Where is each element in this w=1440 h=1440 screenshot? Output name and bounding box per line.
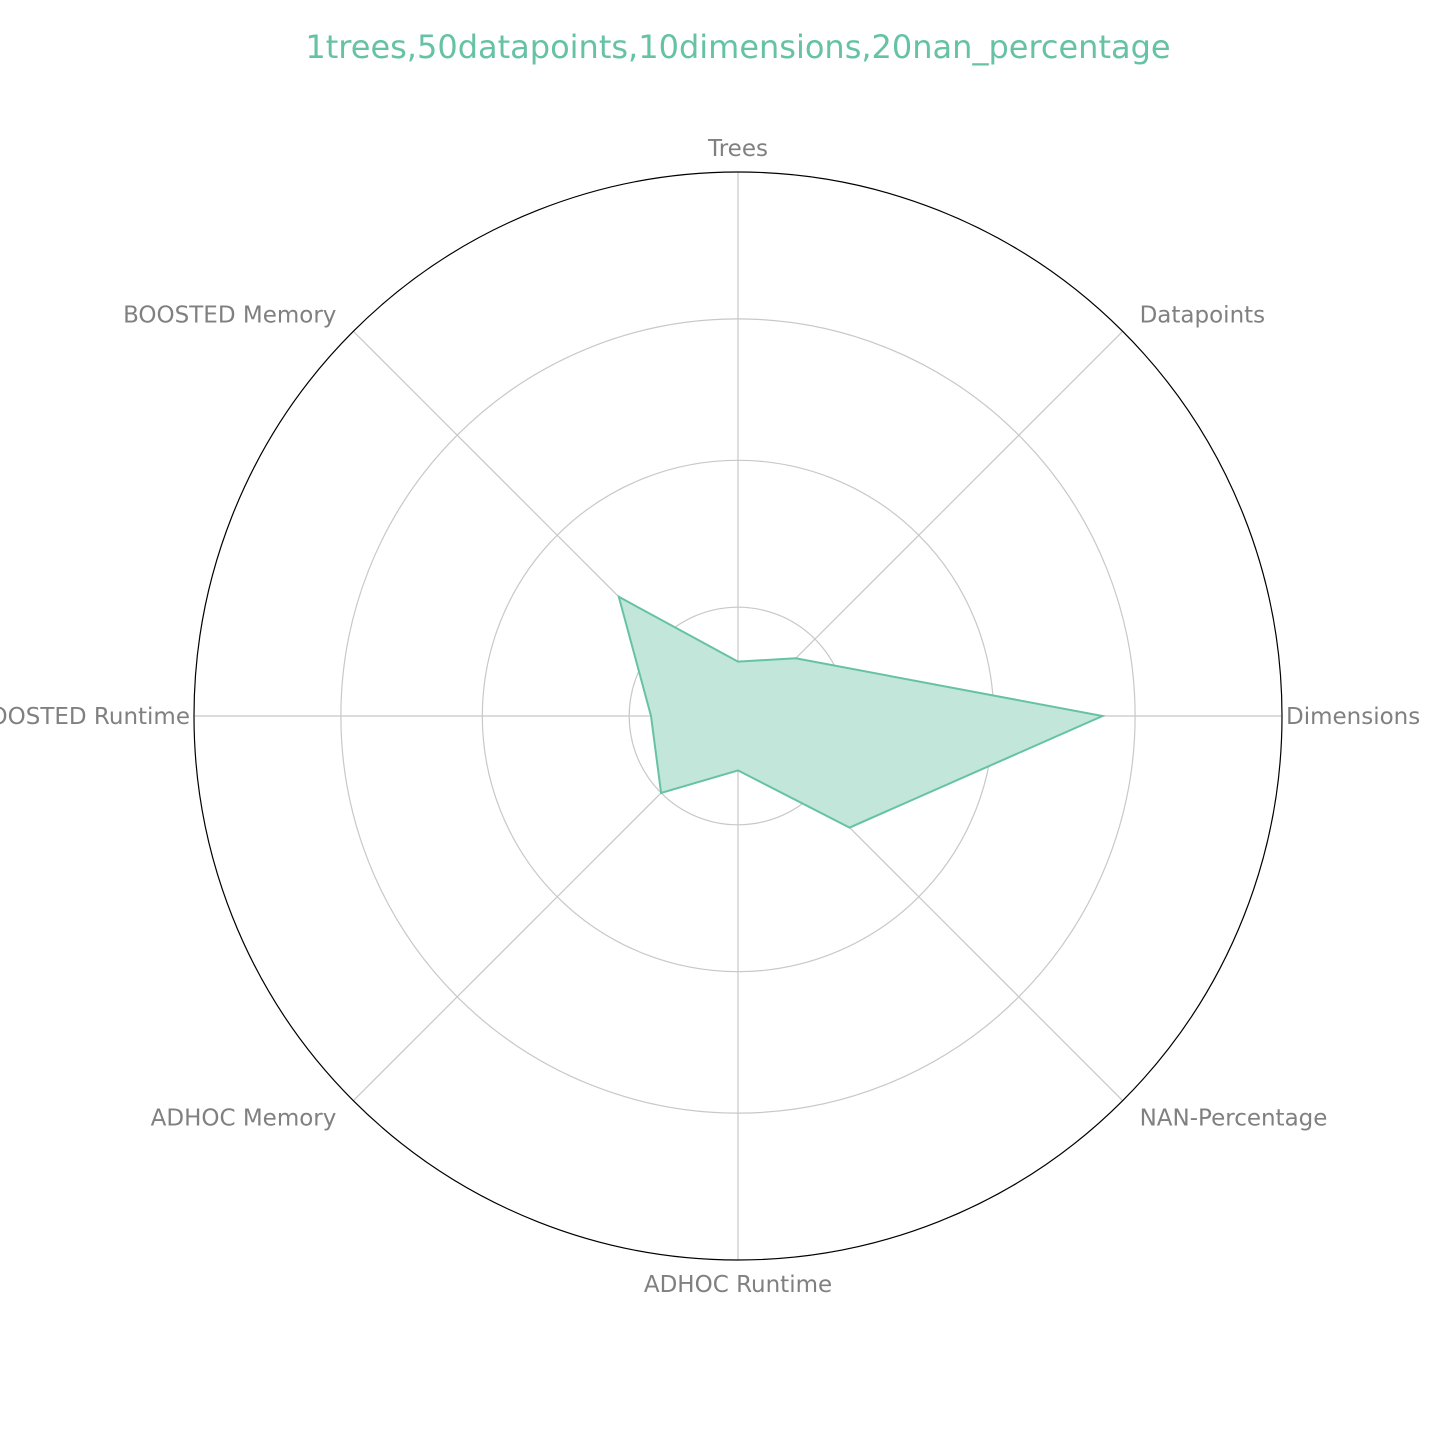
axis-label-4: NAN-Percentage [1140, 1106, 1328, 1132]
axis-label-3: Dimensions [1286, 704, 1420, 730]
axis-label-6: ADHOC Memory [151, 1106, 337, 1132]
series-area [617, 594, 1106, 829]
axis-label-7: BOOSTED Runtime [0, 704, 190, 730]
series-layer [617, 594, 1106, 829]
spoke-2 [737, 330, 1124, 717]
chart-title: 1trees,50datapoints,10dimensions,20nan_p… [305, 28, 1170, 66]
data-point-3 [1102, 715, 1103, 717]
data-point-5 [737, 769, 739, 771]
data-point-4 [849, 827, 851, 829]
axis-label-8: BOOSTED Memory [123, 302, 336, 328]
data-point-7 [650, 715, 652, 717]
data-point-2 [795, 657, 797, 659]
data-point-8 [618, 596, 620, 598]
data-point-1 [737, 661, 739, 663]
outer-ring [193, 171, 1283, 1261]
axis-label-1: Trees [707, 136, 768, 162]
axis-label-5: ADHOC Runtime [644, 1272, 832, 1298]
data-point-6 [660, 792, 662, 794]
axis-label-layer: Trees Datapoints Dimensions NAN-Percentage A… [0, 136, 1420, 1298]
axis-label-2: Datapoints [1140, 302, 1266, 328]
